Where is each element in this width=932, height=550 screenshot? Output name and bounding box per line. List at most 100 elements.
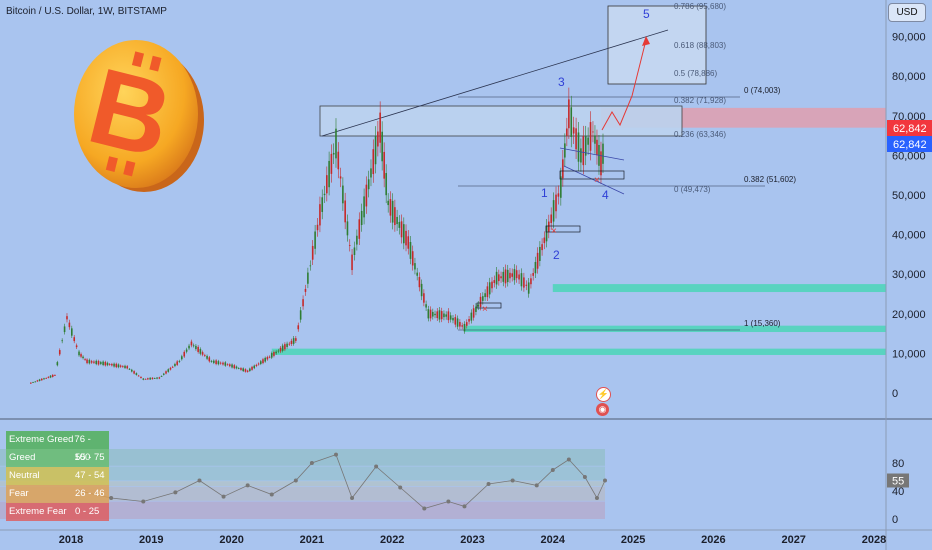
candle-body [246, 370, 249, 372]
year-tick-label: 2024 [541, 534, 566, 546]
legend-extreme-fear: Extreme Fear 0 - 25 [6, 503, 109, 521]
candle-body [484, 293, 486, 298]
candle-body [295, 338, 297, 341]
year-tick-label: 2027 [781, 534, 805, 546]
small-box [559, 170, 625, 180]
candle-body [580, 148, 582, 163]
candle-body [504, 269, 507, 284]
candle-body [244, 369, 247, 372]
candle-body [363, 196, 365, 218]
candle-body [509, 272, 511, 279]
candle-body [396, 216, 398, 225]
fib-label: 1 (15,360) [744, 319, 781, 328]
candle-body [88, 359, 91, 364]
candle-body [491, 281, 493, 289]
candle-body [511, 273, 514, 277]
candle-body [133, 371, 135, 374]
candle-body [78, 351, 80, 356]
candle-body [185, 349, 188, 352]
candle-body [545, 225, 548, 242]
year-tick-label: 2020 [219, 534, 243, 546]
projection-path [601, 39, 647, 131]
candle-body [575, 128, 577, 150]
candle-body [381, 131, 383, 162]
sentiment-point [422, 506, 427, 511]
candle-body [255, 364, 258, 367]
candle-body [183, 351, 186, 357]
candle-body [260, 361, 262, 364]
candle-body [550, 214, 552, 224]
legend-greed: Greed 55 - 75 [6, 449, 109, 467]
candle-body [80, 354, 82, 357]
candle-body [594, 135, 596, 144]
price-tick-label: 90,000 [892, 32, 926, 44]
candle-body [500, 276, 502, 279]
candle-body [470, 312, 473, 321]
candle-body [160, 376, 163, 377]
currency-button[interactable]: USD [888, 3, 926, 22]
candle-body [427, 309, 430, 319]
year-tick-label: 2028 [862, 534, 886, 546]
candle-body [299, 310, 302, 320]
candle-body [251, 366, 253, 370]
candle-body [555, 194, 557, 212]
candle-body [162, 373, 165, 375]
fib-label: 0.382 (51,602) [744, 175, 796, 184]
candle-body [560, 176, 562, 198]
us-flag-icon[interactable]: ◉ [596, 403, 609, 416]
candle-body [147, 378, 149, 380]
candle-body [370, 168, 372, 178]
candle-body [418, 277, 421, 288]
candle-body [515, 270, 518, 279]
price-badge-bottom [887, 136, 932, 152]
candle-body [513, 269, 516, 281]
flash-icon[interactable]: ⚡ [596, 387, 611, 402]
candle-body [206, 355, 208, 359]
candle-body [38, 379, 41, 381]
candle-body [97, 360, 100, 365]
resistance-box [319, 105, 683, 137]
sentiment-point [594, 496, 599, 500]
candle-body [339, 176, 342, 179]
sentiment-point [141, 499, 146, 504]
price-tick-label: 60,000 [892, 150, 926, 162]
candle-body [192, 345, 195, 347]
fib-label: 0 (74,003) [744, 86, 781, 95]
candle-body [472, 308, 475, 318]
candle-body [130, 369, 133, 372]
wave-label-3: 3 [558, 75, 565, 89]
price-tick-label: 40,000 [892, 230, 926, 242]
candle-body [423, 293, 425, 303]
candle-body [284, 344, 286, 350]
candle-body [518, 274, 520, 280]
candle-body [124, 365, 126, 368]
fib-label: 0 (49,473) [674, 185, 711, 194]
candle-body [351, 254, 353, 271]
candle-body [226, 364, 229, 366]
candle-body [409, 241, 412, 259]
fib-label: 0.236 (63,346) [674, 130, 726, 139]
price-tick-label: 80,000 [892, 71, 926, 83]
candle-body [135, 373, 138, 375]
candle-body [383, 151, 385, 179]
candle-body [600, 151, 602, 176]
year-tick-label: 2022 [380, 534, 404, 546]
candle-body [210, 361, 213, 362]
candle-body [447, 311, 450, 321]
price-badge-top-text: 62,842 [893, 123, 927, 135]
price-tick-label: 20,000 [892, 309, 926, 321]
candle-body [66, 316, 68, 320]
candle-body [201, 352, 204, 355]
legend-neutral: Neutral 47 - 54 [6, 467, 109, 485]
sentiment-point [446, 499, 451, 504]
candle-body [452, 317, 454, 321]
legend-extreme-greed: Extreme Greed 76 - 100 [6, 431, 109, 463]
candle-body [286, 343, 288, 347]
candle-body [43, 378, 45, 380]
sentiment-point [173, 490, 178, 495]
candle-body [51, 374, 54, 377]
candle-body [176, 361, 178, 365]
candle-body [165, 371, 167, 374]
x-marker: × [551, 226, 557, 237]
